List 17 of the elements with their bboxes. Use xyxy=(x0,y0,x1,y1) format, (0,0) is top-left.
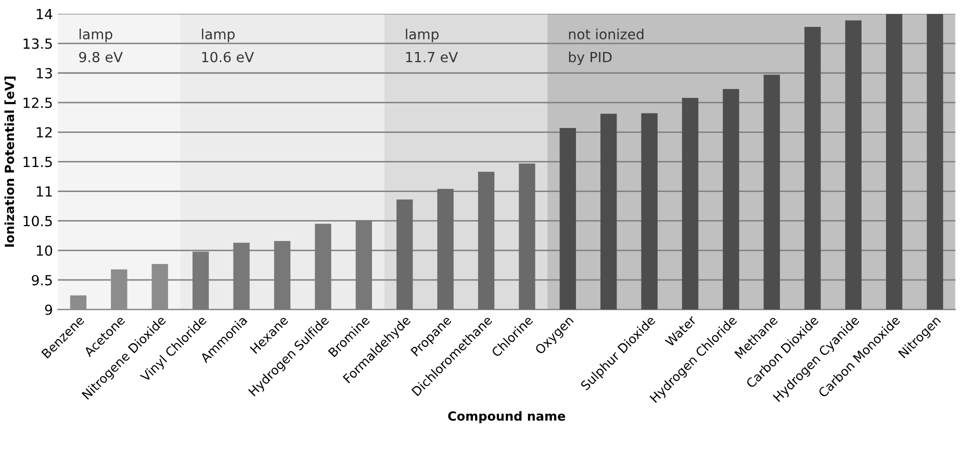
y-tick-label: 11.5 xyxy=(24,156,52,168)
x-axis-title: Compound name xyxy=(448,411,566,424)
y-tick-label: 9 xyxy=(45,304,52,316)
y-tick-label: 14 xyxy=(36,9,52,20)
y-tick-label: 10.5 xyxy=(24,216,52,226)
y-tick-label: 12 xyxy=(36,127,52,138)
band-label: lamp 9.8 eV xyxy=(79,28,123,62)
y-tick-label: 10 xyxy=(36,245,52,256)
y-tick-label: 12.5 xyxy=(24,98,52,108)
band-label: lamp 11.7 eV xyxy=(406,28,458,62)
band-label: not ionized by PID xyxy=(569,28,644,66)
y-tick-label: 11 xyxy=(36,186,52,197)
y-tick-label: 13 xyxy=(36,68,52,78)
y-tick-label: 13.5 xyxy=(24,38,52,49)
y-axis-title: Ionization Potential [eV] xyxy=(4,76,16,247)
y-tick-label: 9.5 xyxy=(32,274,52,286)
band-label: lamp 10.6 eV xyxy=(202,28,254,62)
